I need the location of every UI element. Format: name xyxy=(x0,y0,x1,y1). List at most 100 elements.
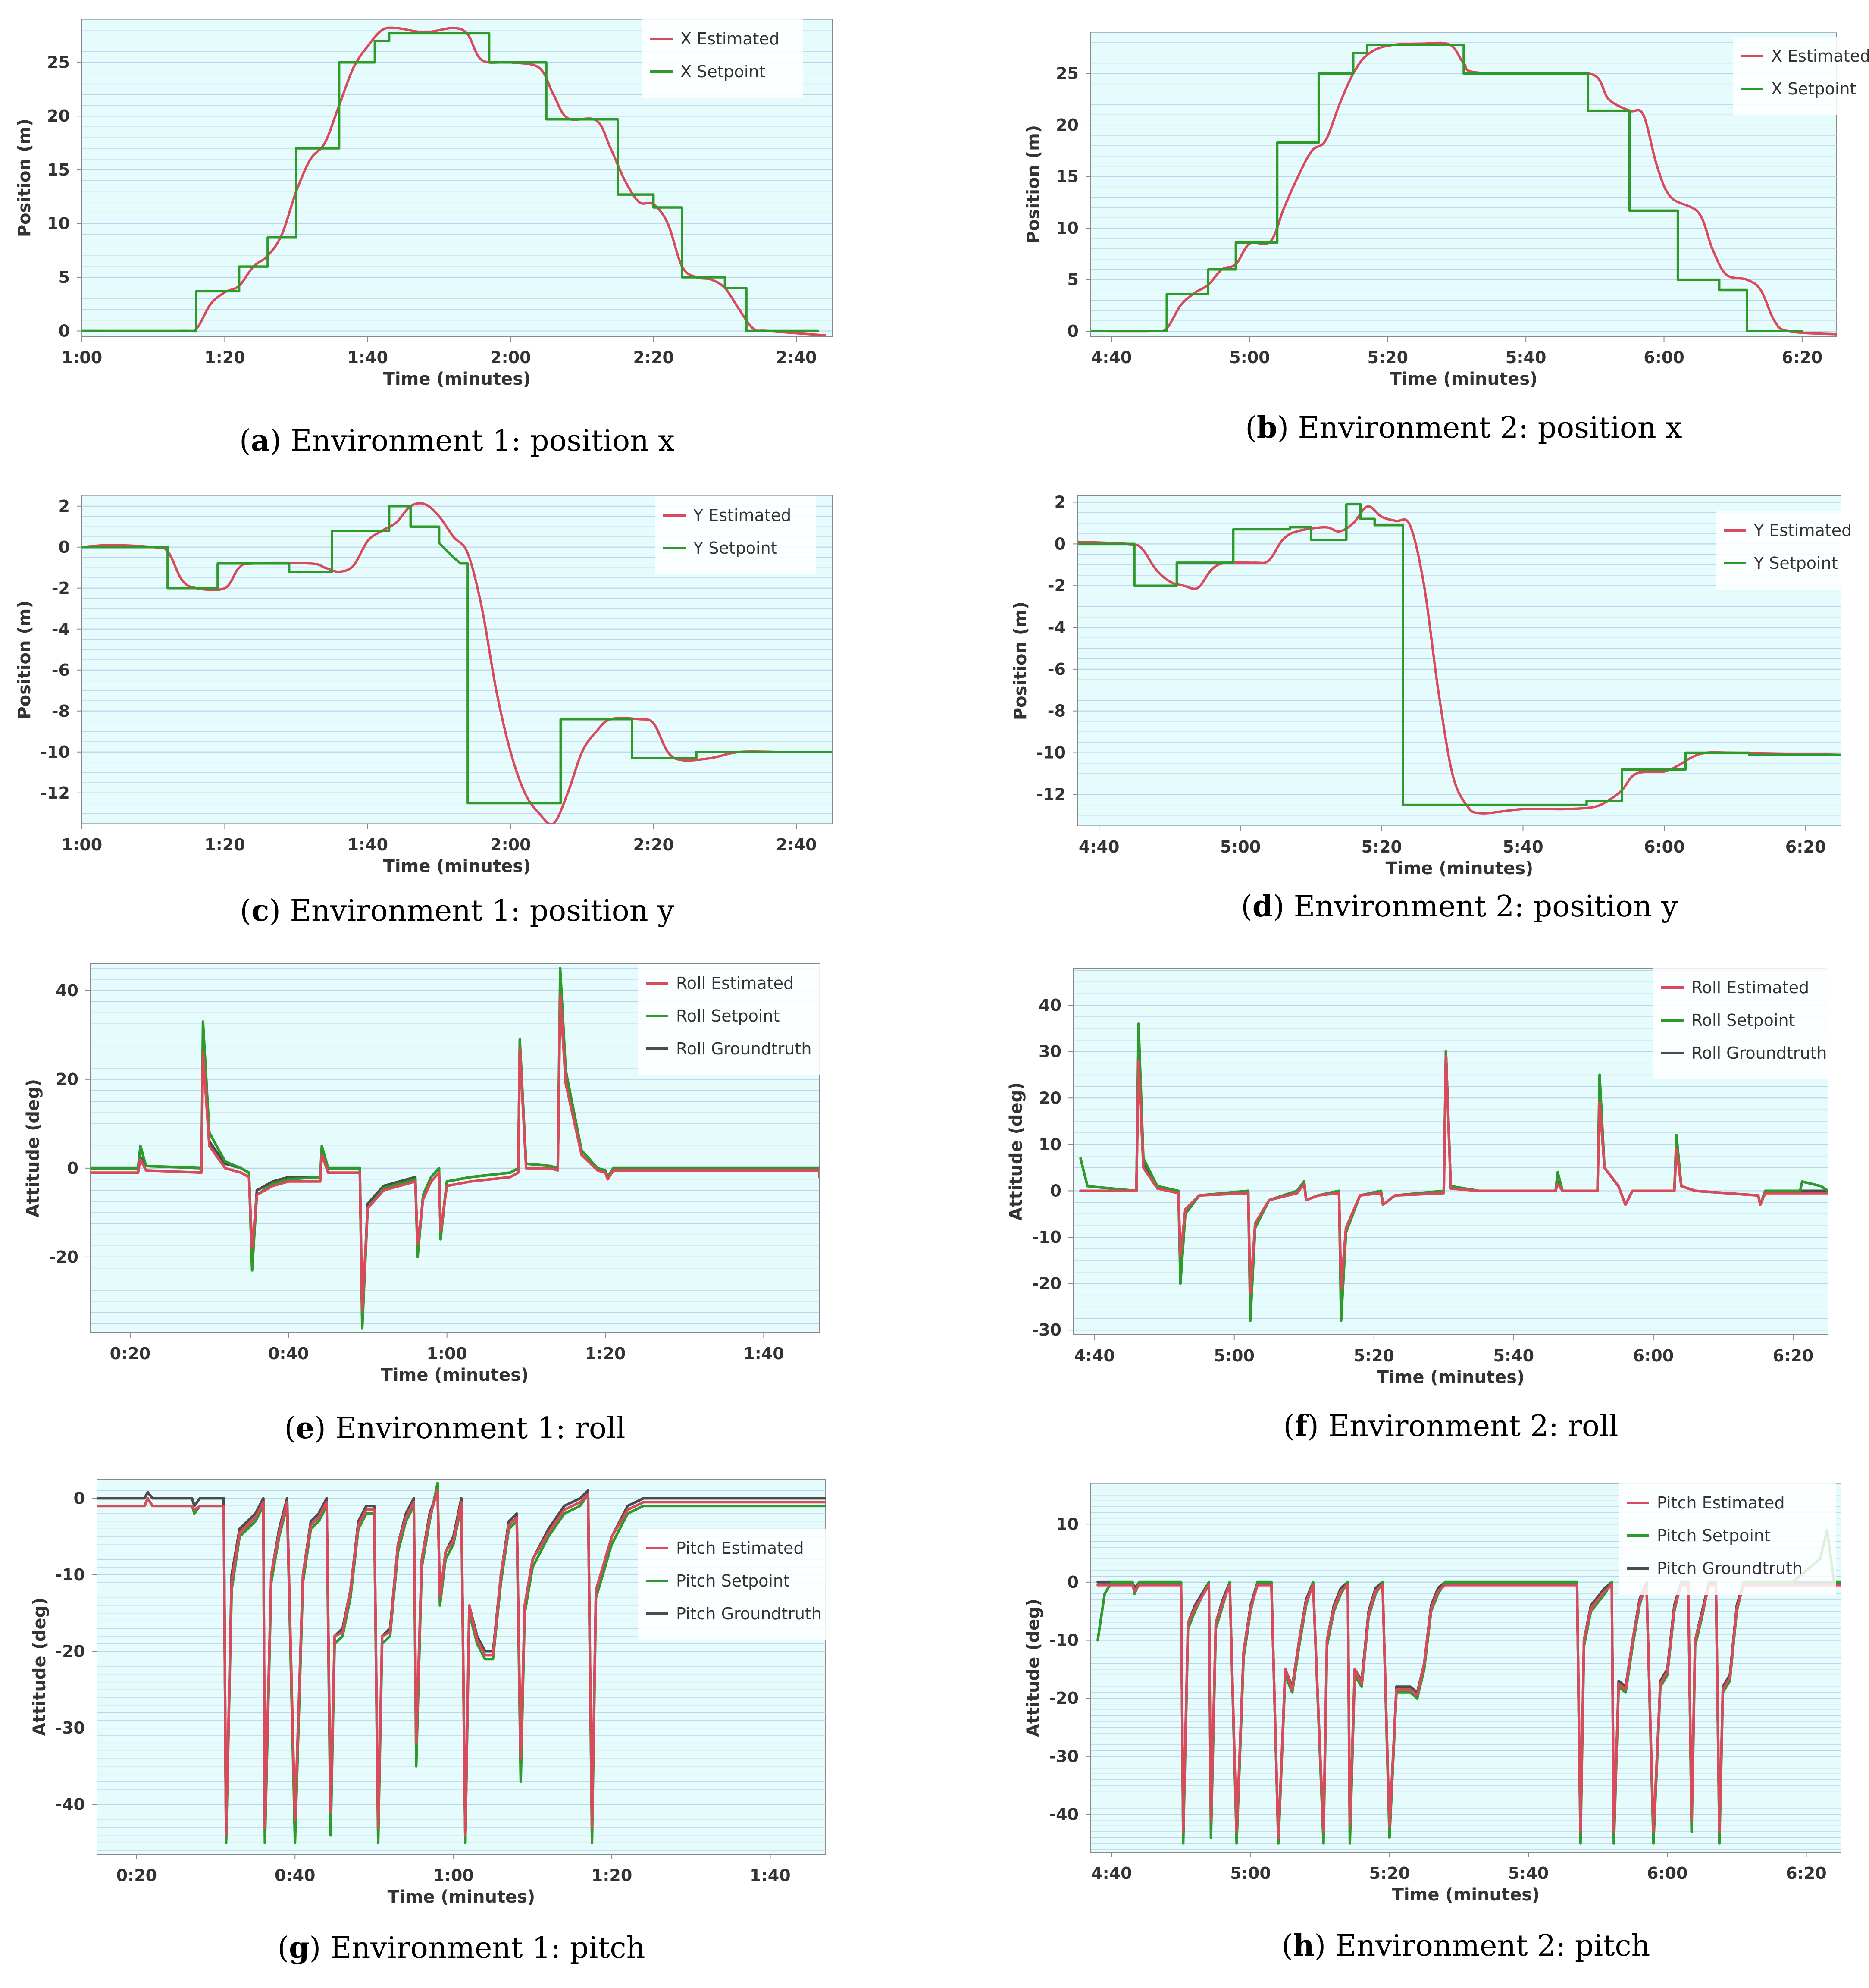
grid xyxy=(82,19,832,332)
x-tick-label: 1:00 xyxy=(62,835,103,854)
grid xyxy=(97,1483,826,1851)
y-tick-label: 15 xyxy=(47,160,70,179)
y-tick-label: 2 xyxy=(59,497,70,516)
legend-label: Roll Estimated xyxy=(676,974,794,993)
caption-text: Environment 1: position x xyxy=(291,424,675,458)
x-tick-label: 5:00 xyxy=(1214,1346,1255,1365)
series-line-setpoint xyxy=(1091,43,1803,332)
legend-label: Roll Estimated xyxy=(1691,978,1809,997)
y-tick-label: 0 xyxy=(59,322,70,341)
x-tick-label: 5:40 xyxy=(1506,348,1547,367)
x-tick-label: 6:20 xyxy=(1782,348,1823,367)
x-tick-label: 4:40 xyxy=(1079,837,1120,856)
chart-panel-a: 0 5 10 15 20 25 1:00 1:20 1:40 2:00 2:20 2:40 Time (… xyxy=(15,19,833,458)
caption-paren: ( xyxy=(1241,890,1252,924)
y-tick-label: -2 xyxy=(1048,576,1066,595)
chart-panel-e: -20 0 20 40 0:20 0:40 1:00 1:20 1:40 Time (minute… xyxy=(23,963,846,1446)
x-tick-label: 2:20 xyxy=(633,835,674,854)
y-tick-label: 10 xyxy=(1056,219,1079,238)
y-tick-label: 40 xyxy=(1039,996,1061,1015)
x-tick-label: 5:20 xyxy=(1369,1864,1410,1883)
x-tick-label: 4:40 xyxy=(1074,1346,1115,1365)
x-tick-label: 6:00 xyxy=(1644,348,1684,367)
y-tick-label: 10 xyxy=(1056,1515,1079,1533)
legend: Roll Estimated Roll Setpoint Roll Groundtr… xyxy=(1653,968,1861,1079)
y-tick-label: -6 xyxy=(1048,660,1066,679)
caption-paren: ( xyxy=(1282,1929,1293,1963)
caption-text: Environment 1: roll xyxy=(335,1411,625,1446)
x-tick-label: 4:40 xyxy=(1091,1864,1132,1883)
caption-paren: ) xyxy=(310,1931,330,1965)
caption-letter: e xyxy=(296,1411,314,1446)
y-tick-label: -4 xyxy=(52,620,70,639)
legend-label: Y Estimated xyxy=(693,506,791,525)
series-group xyxy=(82,26,826,336)
caption-letter: d xyxy=(1252,889,1273,924)
legend-label: Y Setpoint xyxy=(693,539,777,558)
y-tick-label: 0 xyxy=(1068,1573,1079,1592)
y-tick-label: -30 xyxy=(55,1718,85,1737)
y-axis-label: Position (m) xyxy=(1024,125,1043,244)
y-tick-label: -20 xyxy=(1032,1274,1061,1293)
y-tick-label: 5 xyxy=(59,268,70,287)
caption: (a) Environment 1: position x xyxy=(239,423,675,458)
x-tick-label: 2:40 xyxy=(776,348,817,367)
y-tick-label: -30 xyxy=(1032,1320,1061,1339)
x-tick-label: 5:00 xyxy=(1220,837,1261,856)
x-tick-label: 0:20 xyxy=(110,1344,151,1363)
x-axis-label: Time (minutes) xyxy=(383,369,531,389)
y-tick-label: -4 xyxy=(1048,618,1066,637)
series-line-setpoint xyxy=(82,32,819,332)
x-tick-label: 6:20 xyxy=(1786,1864,1827,1883)
x-axis-label: Time (minutes) xyxy=(1390,369,1538,389)
caption-paren: ( xyxy=(1284,1409,1295,1443)
caption: (h) Environment 2: pitch xyxy=(1282,1928,1650,1963)
y-tick-label: 5 xyxy=(1068,270,1079,289)
caption-text: Environment 1: position y xyxy=(290,894,675,928)
caption-letter: b xyxy=(1257,411,1277,445)
y-tick-label: 10 xyxy=(47,214,70,233)
x-axis-label: Time (minutes) xyxy=(388,1887,535,1907)
x-tick-label: 5:00 xyxy=(1230,1864,1271,1883)
legend-label: Roll Groundtruth xyxy=(676,1039,812,1058)
legend-box xyxy=(638,964,846,1075)
legend-label: Pitch Groundtruth xyxy=(1657,1559,1803,1578)
y-tick-label: 0 xyxy=(1055,534,1066,553)
y-tick-label: 0 xyxy=(59,538,70,557)
y-tick-label: -6 xyxy=(52,661,70,680)
legend: Y Estimated Y Setpoint xyxy=(655,496,816,574)
y-tick-label: 2 xyxy=(1055,493,1066,512)
chart-panel-f: -30 -20 -10 0 10 20 30 40 4:40 5:00 5:20 5:40 6:00 6:… xyxy=(1006,968,1861,1443)
series-group xyxy=(1079,1022,1828,1322)
x-tick-label: 5:40 xyxy=(1503,837,1543,856)
legend-label: X Estimated xyxy=(680,29,780,48)
y-tick-label: 0 xyxy=(1068,322,1079,341)
x-tick-label: 0:20 xyxy=(116,1866,157,1885)
x-tick-label: 5:20 xyxy=(1353,1346,1394,1365)
chart-panel-b: 0 5 10 15 20 25 4:40 5:00 5:20 5:40 6:00 6:20 Time (… xyxy=(1024,32,1869,445)
legend-box xyxy=(1619,1483,1836,1595)
legend-box xyxy=(1653,968,1861,1079)
series-group xyxy=(1078,503,1841,815)
y-tick-label: 0 xyxy=(74,1489,85,1508)
y-axis-label: Attitude (deg) xyxy=(30,1597,50,1736)
series-line-estimated xyxy=(82,502,826,824)
legend-label: Roll Groundtruth xyxy=(1691,1044,1827,1063)
x-tick-label: 1:20 xyxy=(204,348,245,367)
y-tick-label: 20 xyxy=(1039,1088,1061,1107)
x-tick-label: 2:00 xyxy=(490,348,531,367)
y-axis-label: Attitude (deg) xyxy=(23,1079,43,1217)
x-axis-label: Time (minutes) xyxy=(381,1365,529,1385)
y-tick-label: 25 xyxy=(47,53,70,72)
x-tick-label: 6:00 xyxy=(1633,1346,1674,1365)
x-tick-label: 1:40 xyxy=(348,348,388,367)
y-tick-label: 30 xyxy=(1039,1042,1061,1061)
x-axis-label: Time (minutes) xyxy=(1392,1885,1540,1905)
series-line-estimated xyxy=(1078,505,1841,815)
y-tick-label: -2 xyxy=(52,579,70,598)
legend-box xyxy=(638,1529,855,1640)
plot-area xyxy=(1090,32,1837,337)
x-tick-label: 0:40 xyxy=(275,1866,316,1885)
y-axis-label: Attitude (deg) xyxy=(1006,1082,1026,1220)
caption-paren: ) xyxy=(1307,1409,1328,1443)
